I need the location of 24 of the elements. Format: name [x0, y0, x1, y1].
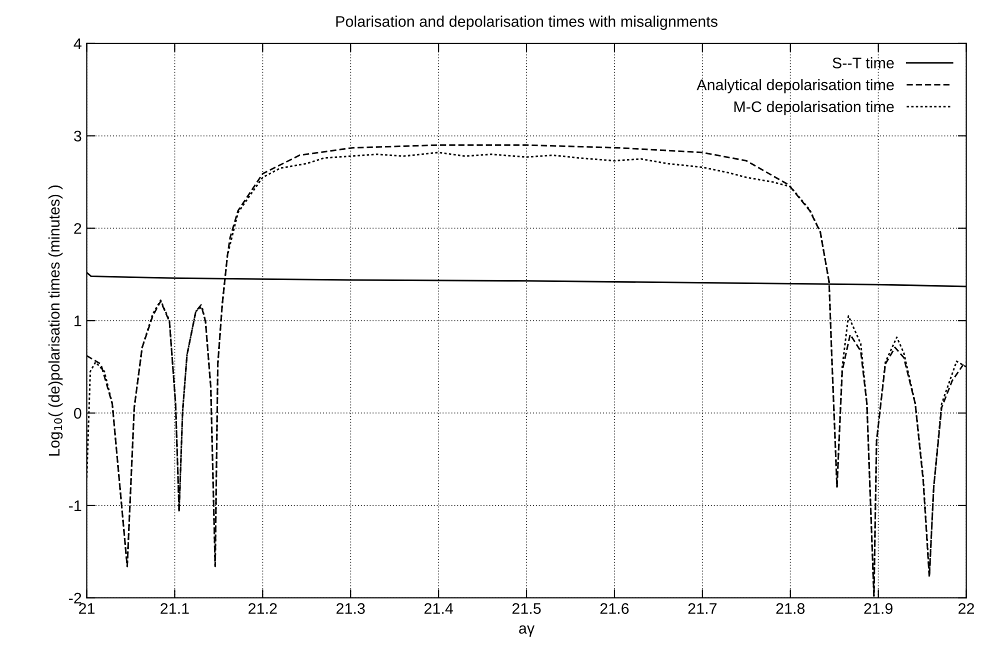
x-tick-label: 21.2 [248, 603, 277, 614]
y-tick-label: -1 [69, 500, 82, 511]
x-axis-title: aγ [519, 625, 535, 637]
x-tick-label: 21.1 [160, 603, 189, 614]
x-tick-label: 21 [79, 603, 95, 614]
x-tick-label: 21.7 [688, 603, 717, 614]
x-tick-label: 21.9 [864, 603, 892, 614]
x-tick-label: 21.4 [424, 603, 453, 614]
legend-label: Analytical depolarisation time [696, 79, 894, 94]
y-tick-label: 0 [74, 408, 82, 419]
legend-label: S--T time [832, 57, 894, 68]
y-tick-label: 4 [74, 38, 82, 49]
x-tick-label: 21.5 [512, 603, 541, 614]
y-axis-title: Log$_{10}$( (de)polarisation times (minutes) ) [48, 186, 63, 456]
chart-title: Polarisation and depolarisation times with misalignments [336, 16, 718, 30]
y-tick-label: 2 [74, 223, 82, 234]
x-tick-label: 21.3 [336, 603, 365, 614]
y-tick-label: 3 [74, 130, 82, 142]
y-tick-label: -2 [69, 592, 82, 604]
x-tick-label: 22 [958, 603, 974, 614]
x-tick-label: 21.8 [776, 603, 805, 614]
y-tick-label: 1 [74, 316, 82, 326]
x-tick-label: 21.6 [600, 603, 629, 614]
legend-label: M-C depolarisation time [734, 100, 894, 116]
